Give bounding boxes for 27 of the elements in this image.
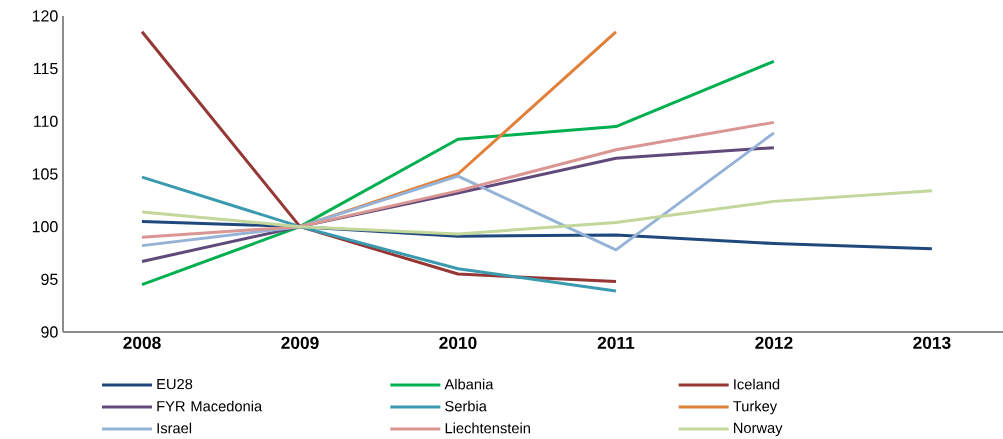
x-tick-label: 2013	[913, 336, 951, 349]
legend-label: Iceland	[734, 378, 780, 390]
legend-label: Israel	[157, 422, 192, 434]
y-tick-label: 100	[32, 221, 58, 233]
legend-label: Serbia	[445, 400, 487, 412]
x-tick-label: 2008	[123, 336, 161, 349]
y-tick-label: 110	[34, 115, 58, 127]
legend-label: FYR Macedonia	[157, 400, 263, 412]
legend-label: Albania	[444, 378, 494, 390]
line-series	[140, 120, 776, 239]
legend-label: EU28	[157, 378, 193, 390]
line-series	[140, 189, 934, 236]
legend-label: Turkey	[733, 400, 778, 415]
y-tick-label: 95	[41, 273, 58, 285]
x-tick-label: 2012	[755, 336, 793, 349]
x-tick-label: 2009	[281, 336, 319, 349]
y-tick-label: 115	[34, 63, 58, 75]
y-tick-label: 105	[32, 168, 58, 180]
legend-label: Norway	[734, 422, 783, 436]
x-tick-label: 2010	[439, 336, 477, 349]
y-tick-label: 90	[41, 326, 58, 338]
x-tick-label: 2011	[597, 336, 635, 349]
line-series	[140, 59, 776, 287]
line-series	[140, 175, 618, 293]
legend-label: Liechtenstein	[445, 422, 530, 434]
y-tick-label: 120	[32, 10, 58, 22]
line-series	[140, 131, 776, 252]
